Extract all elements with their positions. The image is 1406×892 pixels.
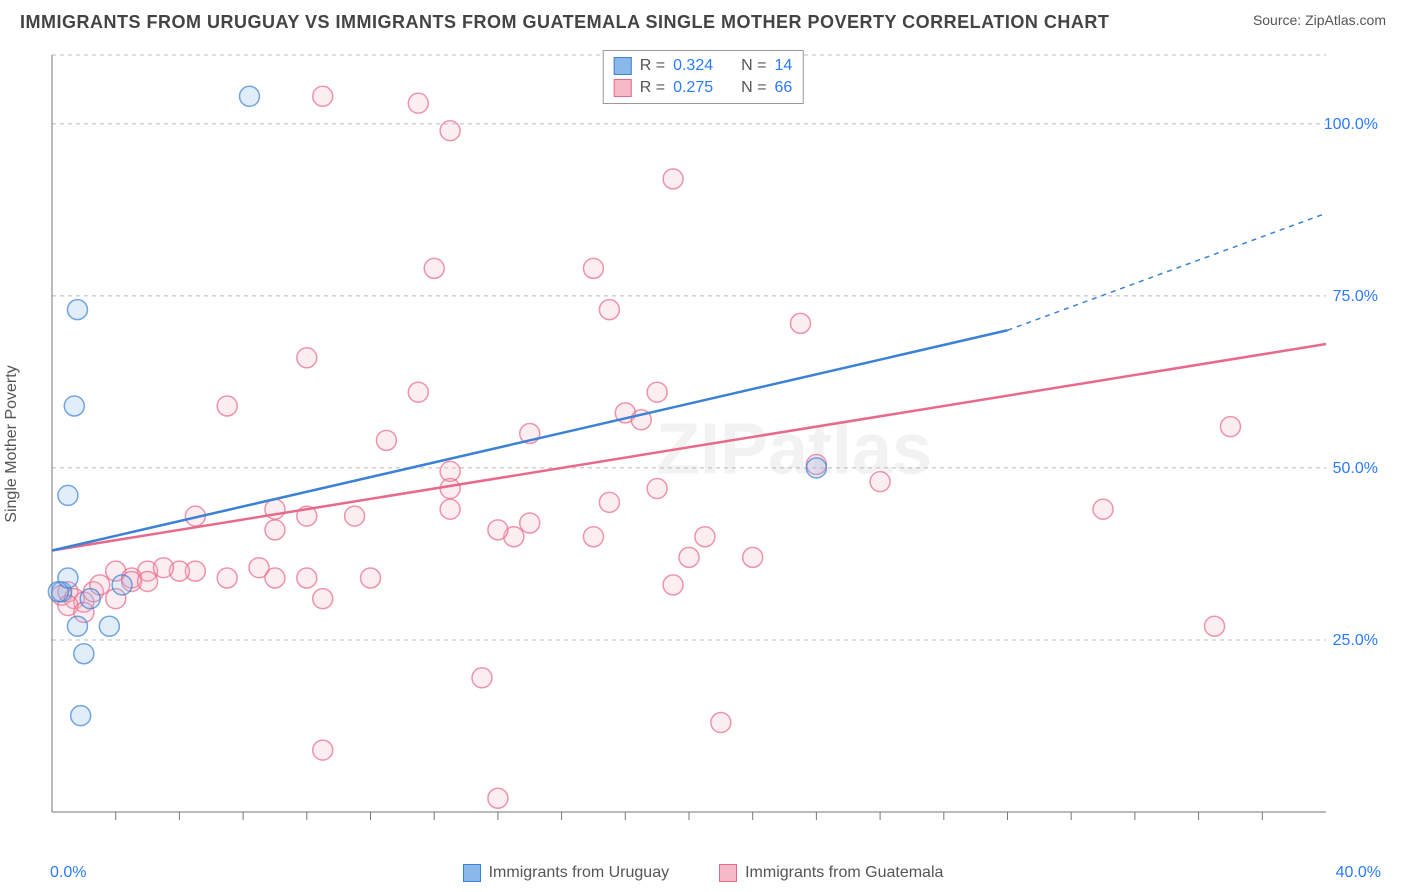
chart-source: Source: ZipAtlas.com [1253,12,1386,28]
series-name-uruguay: Immigrants from Uruguay [489,864,670,882]
scatter-plot: 25.0% 50.0% 75.0% 100.0% ZIPatlas [42,45,1386,842]
svg-text:25.0%: 25.0% [1333,632,1378,649]
chart-title: IMMIGRANTS FROM URUGUAY VS IMMIGRANTS FR… [20,12,1109,33]
legend-row-guatemala: R = 0.275 N = 66 [614,77,793,99]
series-name-guatemala: Immigrants from Guatemala [745,864,943,882]
y-axis-label: Single Mother Poverty [3,365,21,522]
source-name: ZipAtlas.com [1305,12,1386,28]
n-value-uruguay: 14 [774,57,792,75]
correlation-legend: R = 0.324 N = 14 R = 0.275 N = 66 [603,50,804,104]
r-value-uruguay: 0.324 [673,57,713,75]
r-label: R = [640,57,665,75]
n-label: N = [741,79,766,97]
chart-header: IMMIGRANTS FROM URUGUAY VS IMMIGRANTS FR… [0,0,1406,33]
n-label: N = [741,57,766,75]
chart-area: Single Mother Poverty 25.0%50.0%75.0%100… [42,45,1386,842]
n-value-guatemala: 66 [774,79,792,97]
series-legend: Immigrants from Uruguay Immigrants from … [0,864,1406,882]
legend-row-uruguay: R = 0.324 N = 14 [614,55,793,77]
source-label: Source: [1253,12,1305,28]
r-value-guatemala: 0.275 [673,79,713,97]
legend-swatch-uruguay-bottom [463,864,481,882]
svg-text:100.0%: 100.0% [1324,116,1378,133]
legend-swatch-uruguay [614,57,632,75]
legend-item-uruguay: Immigrants from Uruguay [463,864,670,882]
legend-swatch-guatemala [614,79,632,97]
legend-swatch-guatemala-bottom [719,864,737,882]
svg-text:50.0%: 50.0% [1333,460,1378,477]
r-label: R = [640,79,665,97]
svg-text:ZIPatlas: ZIPatlas [656,410,932,490]
svg-text:75.0%: 75.0% [1333,288,1378,305]
legend-item-guatemala: Immigrants from Guatemala [719,864,943,882]
